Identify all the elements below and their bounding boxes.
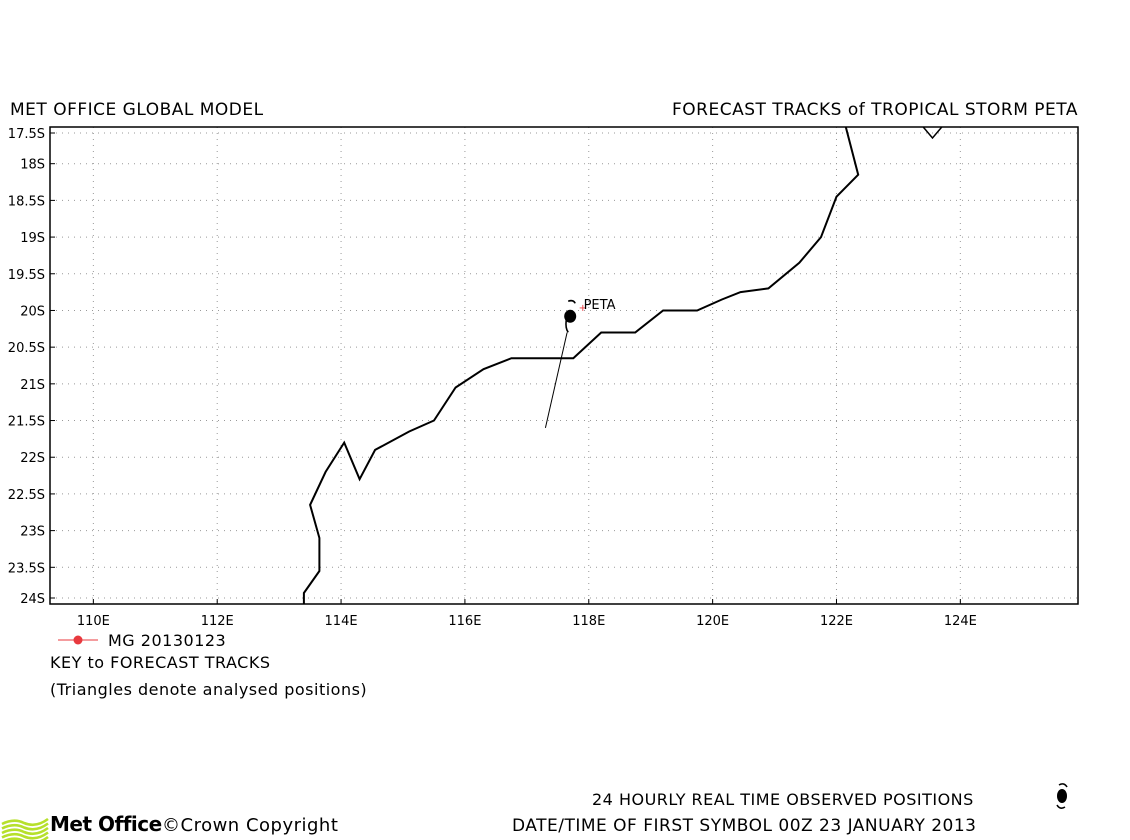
lat-tick-label: 23.5S bbox=[8, 561, 45, 576]
lat-tick-label: 20S bbox=[20, 304, 45, 319]
lat-tick-label: 18.5S bbox=[8, 194, 45, 209]
lon-tick-label: 114E bbox=[325, 614, 358, 629]
lon-tick-label: 122E bbox=[820, 614, 853, 629]
chart-title: FORECAST TRACKS of TROPICAL STORM PETA bbox=[672, 100, 1078, 120]
map-frame bbox=[49, 126, 1079, 605]
logo-stripe bbox=[1, 822, 49, 831]
observed-position-icon bbox=[1056, 783, 1068, 809]
met-office-logo-text: Met Office bbox=[50, 812, 162, 836]
storm-name-label: PETA bbox=[584, 298, 616, 313]
map-grid bbox=[50, 127, 1078, 604]
model-title: MET OFFICE GLOBAL MODEL bbox=[10, 100, 264, 120]
lon-tick-label: 118E bbox=[572, 614, 605, 629]
storm-track-line bbox=[544, 332, 568, 428]
legend-key-note: (Triangles denote analysed positions) bbox=[50, 680, 368, 699]
map-tick-labels: 110E 112E 114E 116E 118E 120E 122E 124E 17.5S 18S… bbox=[8, 127, 977, 629]
observed-positions-label: 24 HOURLY REAL TIME OBSERVED POSITIONS bbox=[592, 790, 974, 809]
lat-tick-label: 19.5S bbox=[8, 268, 45, 283]
lat-tick-label: 18S bbox=[20, 158, 45, 173]
cyclone-arm-top bbox=[567, 299, 576, 304]
legend-series-label: MG 20130123 bbox=[108, 631, 227, 650]
lat-tick-label: 19S bbox=[20, 231, 45, 246]
lon-tick-label: 112E bbox=[201, 614, 234, 629]
lat-tick-label: 17.5S bbox=[8, 127, 45, 142]
lon-tick-label: 116E bbox=[448, 614, 481, 629]
lat-tick-label: 21S bbox=[20, 378, 45, 393]
cyclone-core bbox=[564, 309, 577, 323]
lat-tick-label: 22.5S bbox=[8, 488, 45, 503]
legend-series-marker bbox=[58, 635, 98, 645]
storm-track: +PETA bbox=[544, 298, 616, 428]
first-symbol-date-label: DATE/TIME OF FIRST SYMBOL 00Z 23 JANUARY… bbox=[512, 816, 977, 836]
lon-tick-label: 124E bbox=[944, 614, 977, 629]
lat-tick-label: 20.5S bbox=[8, 341, 45, 356]
lat-tick-label: 21.5S bbox=[8, 415, 45, 430]
copyright-notice: ©Crown Copyright bbox=[162, 815, 339, 836]
lat-tick-label: 24S bbox=[20, 592, 45, 607]
lon-tick-label: 110E bbox=[77, 614, 110, 629]
logo-stripe bbox=[1, 826, 49, 836]
lat-tick-label: 22S bbox=[20, 451, 45, 466]
storm-position-cross: + bbox=[579, 303, 587, 314]
lat-tick-label: 23S bbox=[20, 525, 45, 540]
observed-position-marker bbox=[564, 299, 577, 333]
logo-stripe bbox=[3, 835, 49, 840]
coastline-path-north bbox=[922, 126, 943, 140]
legend-key-title: KEY to FORECAST TRACKS bbox=[50, 653, 271, 672]
logo-stripe bbox=[1, 817, 49, 827]
cyclone-arm-bottom bbox=[565, 320, 569, 333]
coastline bbox=[302, 126, 943, 604]
lon-tick-label: 120E bbox=[696, 614, 729, 629]
met-office-logo-icon bbox=[1, 817, 49, 840]
logo-stripe bbox=[1, 831, 49, 840]
coastline-path bbox=[302, 126, 860, 604]
